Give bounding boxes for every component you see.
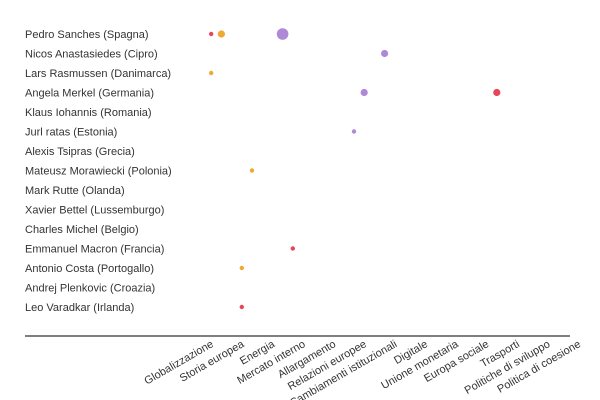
row-labels: Pedro Sanches (Spagna) Nicos Anastasiedes… [25,29,172,314]
row-label: Pedro Sanches (Spagna) [25,29,149,41]
data-point [249,168,255,173]
dots [209,28,501,310]
data-point [239,304,244,310]
data-point [209,31,214,37]
row-label: Mark Rutte (Olanda) [25,185,125,197]
data-point [209,70,214,76]
data-point [351,129,357,134]
row-label: Andrej Plenkovic (Croazia) [25,283,155,295]
row-label: Leo Varadkar (Irlanda) [25,302,134,314]
data-point [276,28,289,40]
row-label: Alexis Tsipras (Grecia) [25,146,135,158]
data-point [493,88,501,97]
row-label: Klaus Iohannis (Romania) [25,107,152,119]
data-point [290,246,295,251]
row-label: Antonio Costa (Portogallo) [25,263,154,275]
row-label: Emmanuel Macron (Francia) [25,244,164,256]
data-point [381,49,389,58]
row-label: Jurl ratas (Estonia) [25,127,117,139]
row-label: Xavier Bettel (Lussemburgo) [25,205,164,217]
row-label: Nicos Anastasiedes (Cipro) [25,49,158,61]
row-label: Lars Rasmussen (Danimarca) [25,68,171,80]
row-label: Mateusz Morawiecki (Polonia) [25,166,172,178]
data-point [217,30,225,38]
row-label: Charles Michel (Belgio) [25,224,139,236]
data-point [360,88,368,97]
row-label: Angela Merkel (Germania) [25,88,154,100]
data-point [239,265,244,271]
